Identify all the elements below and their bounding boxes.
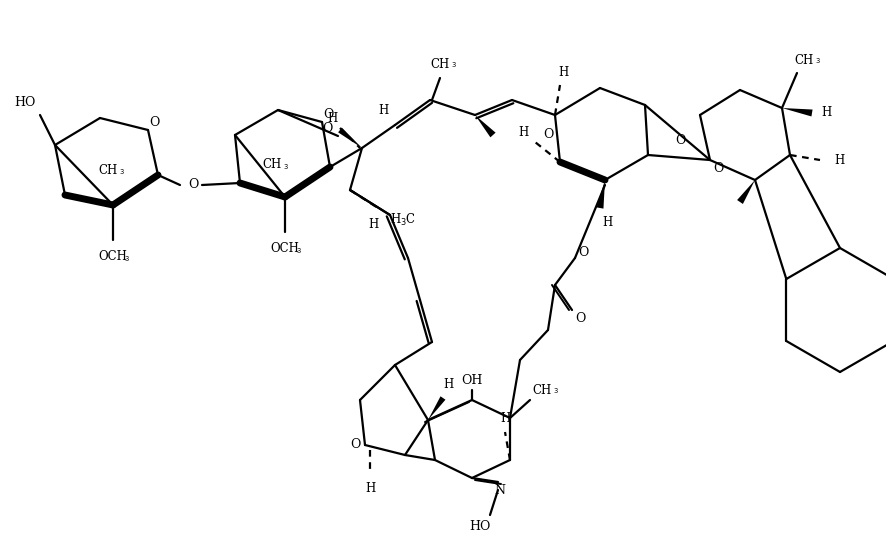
Text: H: H [500, 411, 510, 424]
Text: H$_3$C: H$_3$C [390, 212, 416, 228]
Text: H: H [443, 379, 453, 392]
Text: OH: OH [462, 374, 483, 386]
Text: O: O [543, 128, 553, 141]
Text: $_3$: $_3$ [283, 162, 289, 172]
Text: O: O [675, 133, 685, 146]
Text: CH: CH [795, 53, 813, 66]
Text: H: H [377, 104, 388, 118]
Text: OCH: OCH [270, 243, 299, 256]
Text: N: N [494, 484, 506, 497]
Text: H: H [365, 481, 375, 494]
Polygon shape [782, 108, 812, 116]
Text: $_3$: $_3$ [119, 167, 125, 177]
Text: H: H [602, 215, 612, 228]
Polygon shape [596, 180, 605, 208]
Text: O: O [578, 246, 588, 259]
Polygon shape [338, 128, 362, 148]
Text: H: H [518, 126, 528, 139]
Text: OCH: OCH [98, 250, 128, 263]
Text: HO: HO [470, 521, 491, 534]
Text: H: H [327, 112, 338, 125]
Text: O: O [188, 178, 198, 191]
Text: H: H [558, 66, 568, 79]
Text: H: H [368, 219, 378, 232]
Text: O: O [713, 162, 723, 175]
Text: O: O [322, 121, 332, 134]
Text: CH: CH [98, 164, 118, 176]
Text: O: O [323, 108, 333, 121]
Text: O: O [149, 116, 159, 129]
Polygon shape [428, 397, 446, 420]
Text: $_3$: $_3$ [124, 254, 130, 264]
Text: CH: CH [262, 158, 282, 171]
Text: HO: HO [14, 96, 35, 109]
Polygon shape [737, 180, 755, 204]
Text: CH: CH [532, 384, 552, 397]
Text: CH: CH [431, 59, 449, 71]
Polygon shape [475, 115, 495, 137]
Text: $_3$: $_3$ [296, 246, 302, 256]
Text: $_3$: $_3$ [451, 60, 457, 70]
Text: H: H [820, 107, 831, 120]
Text: O: O [575, 312, 585, 325]
Text: H: H [834, 153, 844, 166]
Text: $_3$: $_3$ [553, 386, 559, 396]
Text: $_3$: $_3$ [815, 56, 821, 66]
Text: O: O [350, 438, 361, 452]
